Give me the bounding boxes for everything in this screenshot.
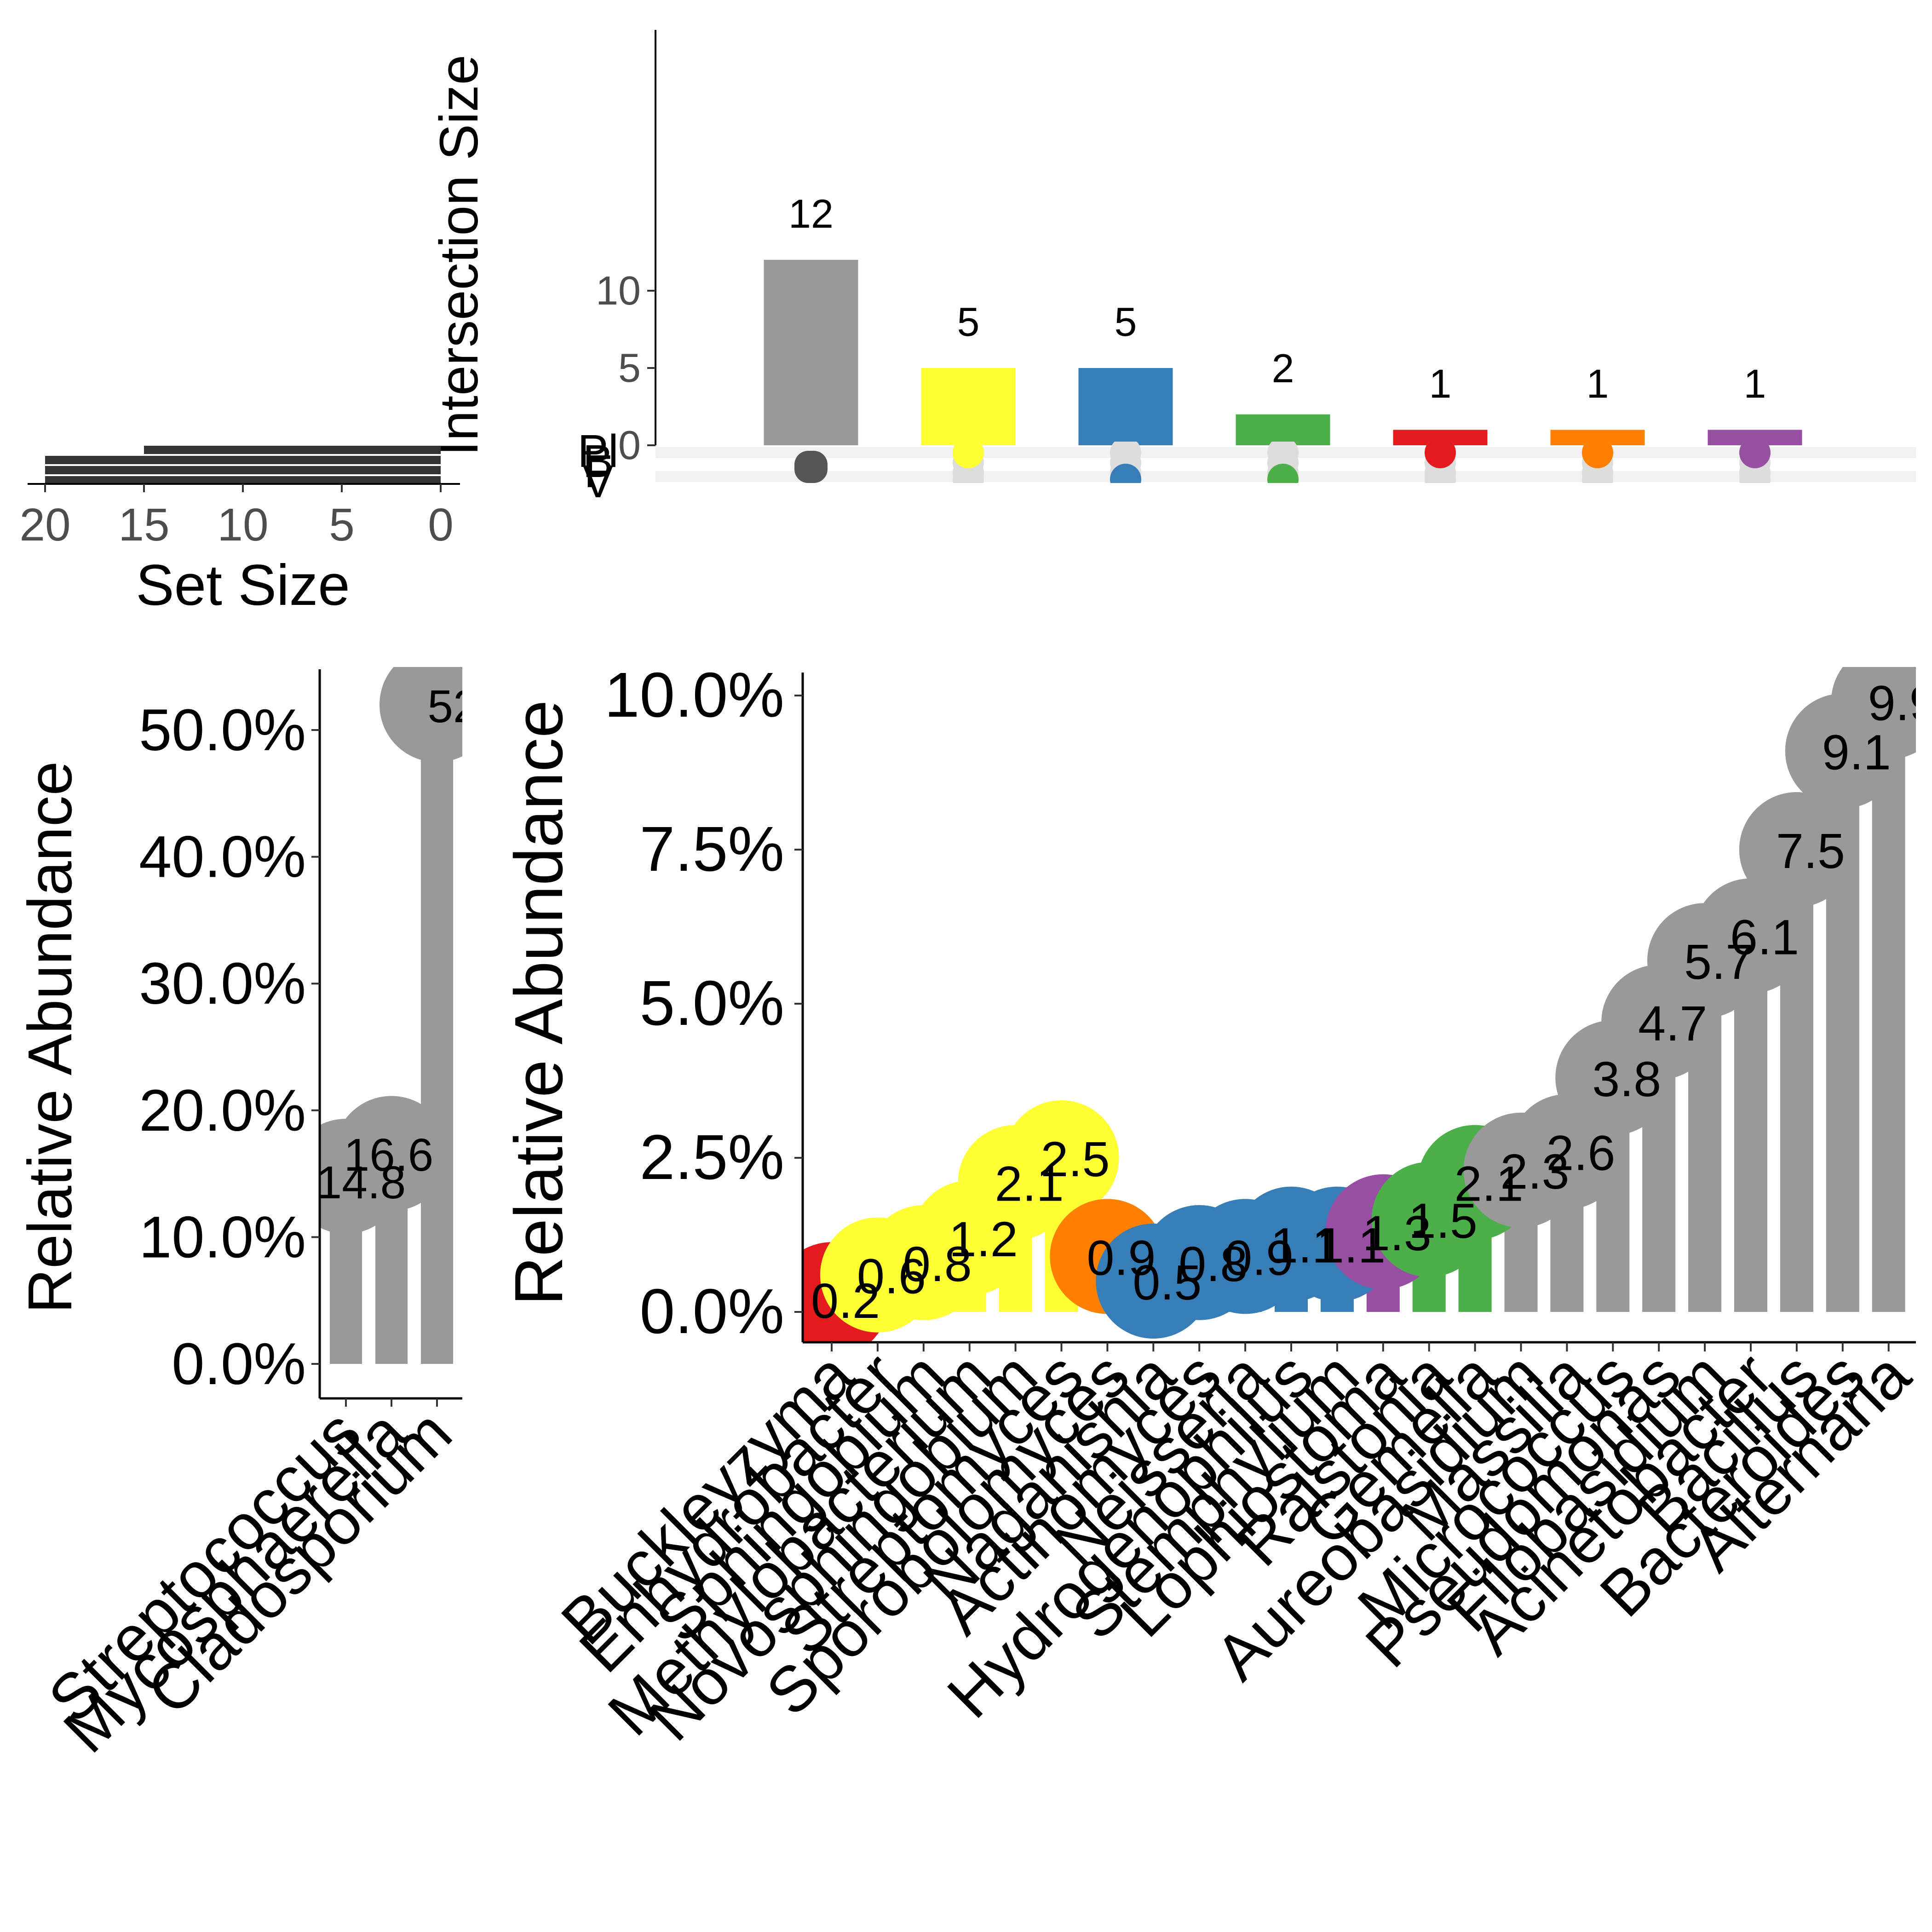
set-name-label: B [583,436,614,487]
core-y-tick-label: 40.0% [139,824,306,890]
matrix-dot-active [1582,442,1613,468]
genus-value-label: 1.1 [1317,1218,1386,1273]
matrix-connector [794,451,828,483]
set-size-bar [45,466,441,474]
intersection-bar-value-label: 1 [1429,361,1452,406]
genus-value-label: 0.9 [1087,1230,1156,1285]
intersection-bar-value-label: 12 [788,191,834,236]
matrix-dot-active [1267,464,1299,483]
intersection-bar-value-label: 2 [1272,345,1294,391]
intersection-y-tick-label: 0 [618,422,641,468]
genus-value-label: 2.1 [995,1156,1064,1212]
genus-value-label: 0.6 [857,1248,926,1304]
intersection-bar [1236,414,1330,445]
genus-value-label: 1.5 [1409,1193,1478,1248]
genus-abundance-panel: 0.20.60.81.22.12.50.90.50.80.91.11.11.31… [501,660,1932,1754]
genus-value-label: 3.8 [1592,1051,1661,1107]
genus-value-label: 9.1 [1822,724,1891,780]
set-size-bar [45,476,441,484]
intersection-bar-value-label: 5 [957,299,980,345]
genus-bubble [1739,792,1854,907]
set-size-bar [45,456,441,464]
core-bar [421,704,453,1364]
set-size-tick-label: 0 [428,499,454,551]
core-y-tick-label: 0.0% [172,1331,306,1397]
intersection-bar-value-label: 1 [1744,361,1766,406]
core-value-label: 16.6 [344,1129,434,1181]
matrix-dot-active [1425,442,1456,468]
matrix-dot-active [1110,464,1141,483]
core-y-tick-label: 50.0% [139,697,306,763]
core-y-tick-label: 30.0% [139,951,306,1017]
genus-y-tick-label: 0.0% [639,1276,784,1347]
genus-value-label: 1.2 [949,1211,1018,1267]
set-size-tick-label: 5 [329,499,355,551]
set-size-panel: 20 15 10 5 0 Set Size [19,446,460,617]
genus-value-label: 9.9 [1868,675,1932,730]
set-matrix [656,442,1916,483]
intersection-y-tick-label: 5 [618,345,641,391]
matrix-dot-empty [1739,464,1771,483]
intersection-y-tick-label: 10 [596,268,641,313]
intersection-panel: 0 5 10 Intersection Size 12 5 5 2 1 1 1 [429,30,1802,468]
intersection-bar-value-label: 1 [1587,361,1609,406]
genus-plot-area: 0.20.60.81.22.12.50.90.50.80.91.11.11.31… [803,667,1932,1343]
genus-value-label: 5.7 [1684,934,1753,989]
genus-y-tick-label: 10.0% [604,660,784,730]
core-abundance-panel: 14.816.6 52 0.0% 10.0% 20.0% 30.0% 40.0% 50.0% R… [15,667,478,1766]
genus-bubble [1004,1100,1119,1215]
set-size-bar [144,446,441,454]
genus-value-label: 0.2 [811,1273,880,1328]
genus-bubble [1693,878,1808,994]
core-value-label: 52 [427,681,478,732]
genus-y-axis-title: Relative Abundance [501,700,577,1306]
genus-bubble [1831,667,1916,759]
genus-value-label: 7.5 [1776,823,1845,879]
genus-y-tick-label: 5.0% [639,968,784,1039]
core-plot-area: 14.816.6 52 [316,667,478,1364]
intersection-bar [1078,368,1173,445]
genus-bar [1872,702,1905,1312]
matrix-dot-empty [1582,464,1613,483]
genus-y-tick-label: 2.5% [639,1122,784,1193]
genus-value-label: 2.5 [1041,1131,1110,1187]
set-size-axis-title: Set Size [136,553,350,617]
genus-y-tick-label: 7.5% [639,814,784,885]
intersection-bar [764,259,858,445]
core-y-tick-label: 10.0% [139,1204,306,1270]
genus-value-label: 2.1 [1455,1156,1524,1212]
matrix-dot-active [953,442,984,468]
core-y-tick-label: 20.0% [139,1078,306,1144]
genus-value-label: 1.1 [1271,1218,1340,1273]
genus-value-label: 2.3 [1500,1144,1569,1199]
core-bubble [380,667,462,762]
genus-value-label: 0.8 [903,1236,972,1292]
set-size-tick-label: 10 [217,499,268,551]
set-name-label: F [584,446,612,497]
genus-value-label: 6.1 [1730,909,1799,965]
set-size-tick-label: 20 [19,499,70,551]
set-name-label: Pl [578,426,619,477]
intersection-bar-value-label: 5 [1115,299,1137,345]
core-bubble [334,1096,449,1211]
matrix-dot-empty [953,464,984,483]
core-y-axis-title: Relative Abundance [15,761,85,1314]
genus-value-label: 0.8 [1179,1236,1248,1292]
genus-value-label: 1.3 [1363,1205,1432,1261]
matrix-dot-empty [1425,464,1456,483]
genus-value-label: 2.6 [1546,1125,1615,1181]
set-name-label: V [583,456,614,507]
genus-value-label: 4.7 [1638,995,1707,1051]
genus-value-label: 0.9 [1225,1230,1294,1285]
intersection-bar [921,368,1016,445]
set-size-tick-label: 15 [118,499,169,551]
genus-value-label: 0.5 [1133,1254,1202,1310]
core-value-label: 14.8 [316,1157,406,1208]
matrix-dot-active [1739,442,1771,468]
intersection-y-axis-title: Intersection Size [429,55,489,456]
